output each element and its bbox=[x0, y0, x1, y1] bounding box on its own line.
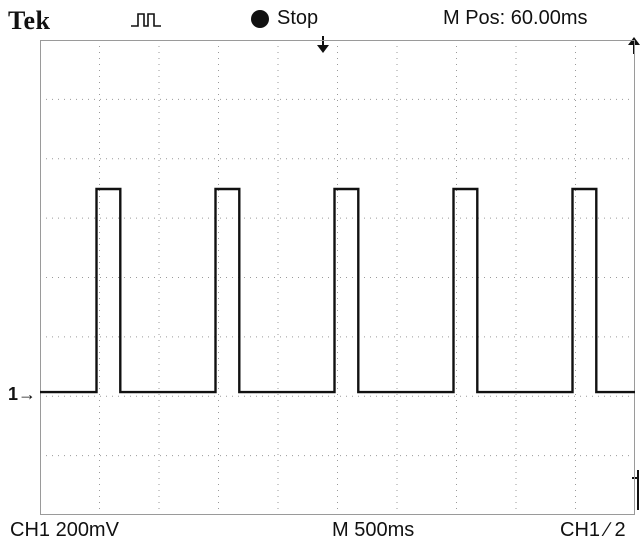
status-label: Stop bbox=[277, 7, 319, 29]
info-bar: CH1 200mV M 500ms CH1 ∕ 2 bbox=[0, 517, 644, 547]
main-position-readout: M Pos: 60.00ms bbox=[443, 7, 588, 29]
pulse-icon bbox=[131, 13, 161, 27]
trigger-readout: CH1 ∕ 2 bbox=[560, 519, 626, 541]
down-arrow-icon bbox=[317, 36, 329, 53]
side-marker-icon bbox=[632, 470, 639, 510]
stop-dot-icon bbox=[251, 9, 269, 28]
brand-logo: Tek bbox=[8, 6, 51, 35]
graticule bbox=[40, 40, 635, 515]
channel-scale: CH1 200mV bbox=[10, 519, 119, 541]
ch1-trace bbox=[40, 187, 635, 394]
run-stop-status[interactable]: Stop bbox=[251, 7, 318, 30]
time-scale: M 500ms bbox=[332, 519, 415, 541]
waveform-display[interactable] bbox=[40, 40, 635, 515]
graticule-border bbox=[40, 40, 635, 515]
ground-marker: 1→ bbox=[8, 384, 37, 404]
status-bar: Tek Stop M Pos: 60.00ms bbox=[0, 0, 644, 38]
